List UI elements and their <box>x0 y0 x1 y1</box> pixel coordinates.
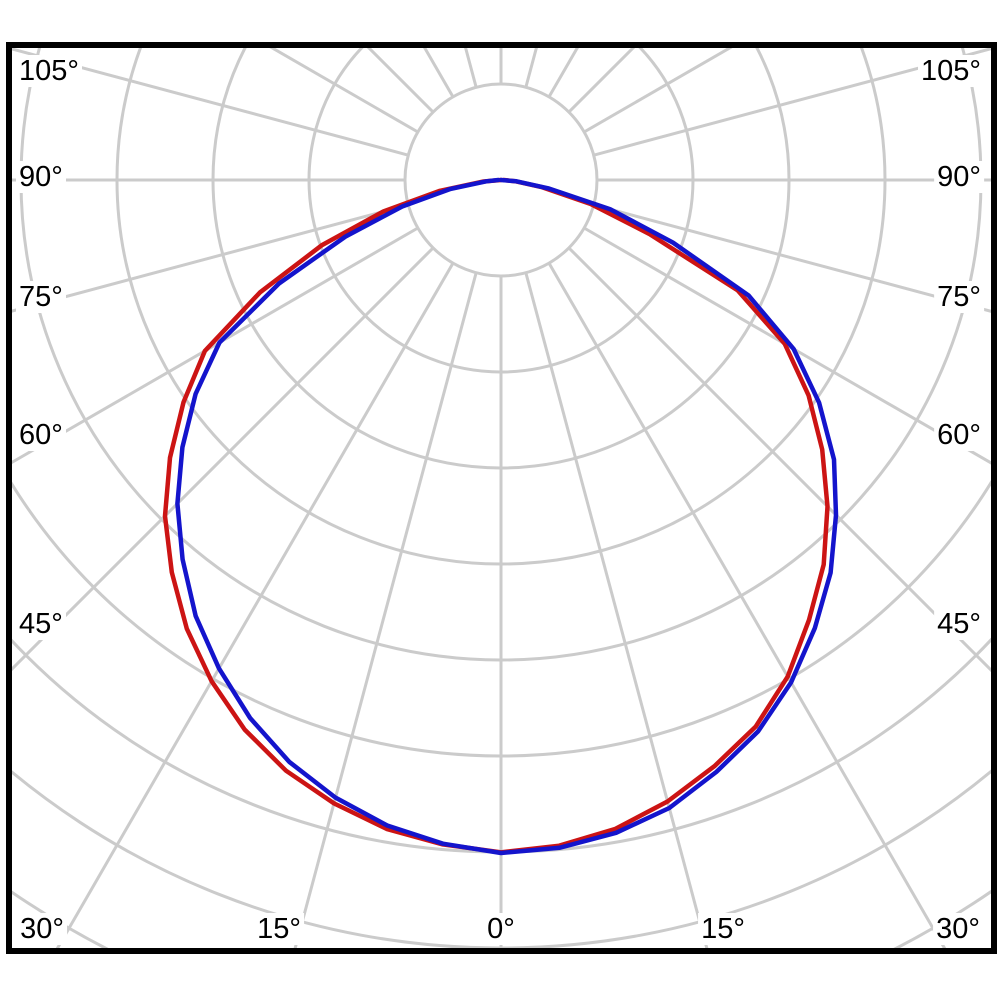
angle-label-left-45: 45° <box>16 608 66 640</box>
angle-label-left-60: 60° <box>16 419 66 451</box>
grid-ray <box>55 262 455 949</box>
angle-label-bottom-0: 0° <box>484 913 518 945</box>
angle-label-right-45: 45° <box>934 608 984 640</box>
grid-ray <box>593 48 991 157</box>
angle-label-left-105: 105° <box>16 55 82 87</box>
grid-ray <box>547 262 947 949</box>
angle-label-right-75: 75° <box>934 281 984 313</box>
plot-frame <box>6 42 997 954</box>
grid-ray <box>12 48 409 157</box>
grid-ray <box>524 272 709 949</box>
grid-ray <box>583 226 991 465</box>
angle-label-bottom-30L: 30° <box>17 913 67 945</box>
angle-label-left-75: 75° <box>16 281 66 313</box>
angle-label-bottom-15L: 15° <box>254 913 304 945</box>
angle-label-right-90: 90° <box>934 161 984 193</box>
grid-ray <box>567 246 991 673</box>
grid-ray <box>12 203 409 313</box>
blue-intensity-curve <box>175 177 839 856</box>
angle-label-left-90: 90° <box>16 161 66 193</box>
grid-ray <box>12 246 435 672</box>
grid-ray <box>293 272 478 949</box>
grid-ray <box>12 226 419 465</box>
angle-label-bottom-15R: 15° <box>698 913 748 945</box>
angle-label-right-105: 105° <box>918 55 984 87</box>
angle-label-right-60: 60° <box>934 419 984 451</box>
grid-ray <box>593 203 991 313</box>
angle-label-bottom-30R: 30° <box>933 913 983 945</box>
